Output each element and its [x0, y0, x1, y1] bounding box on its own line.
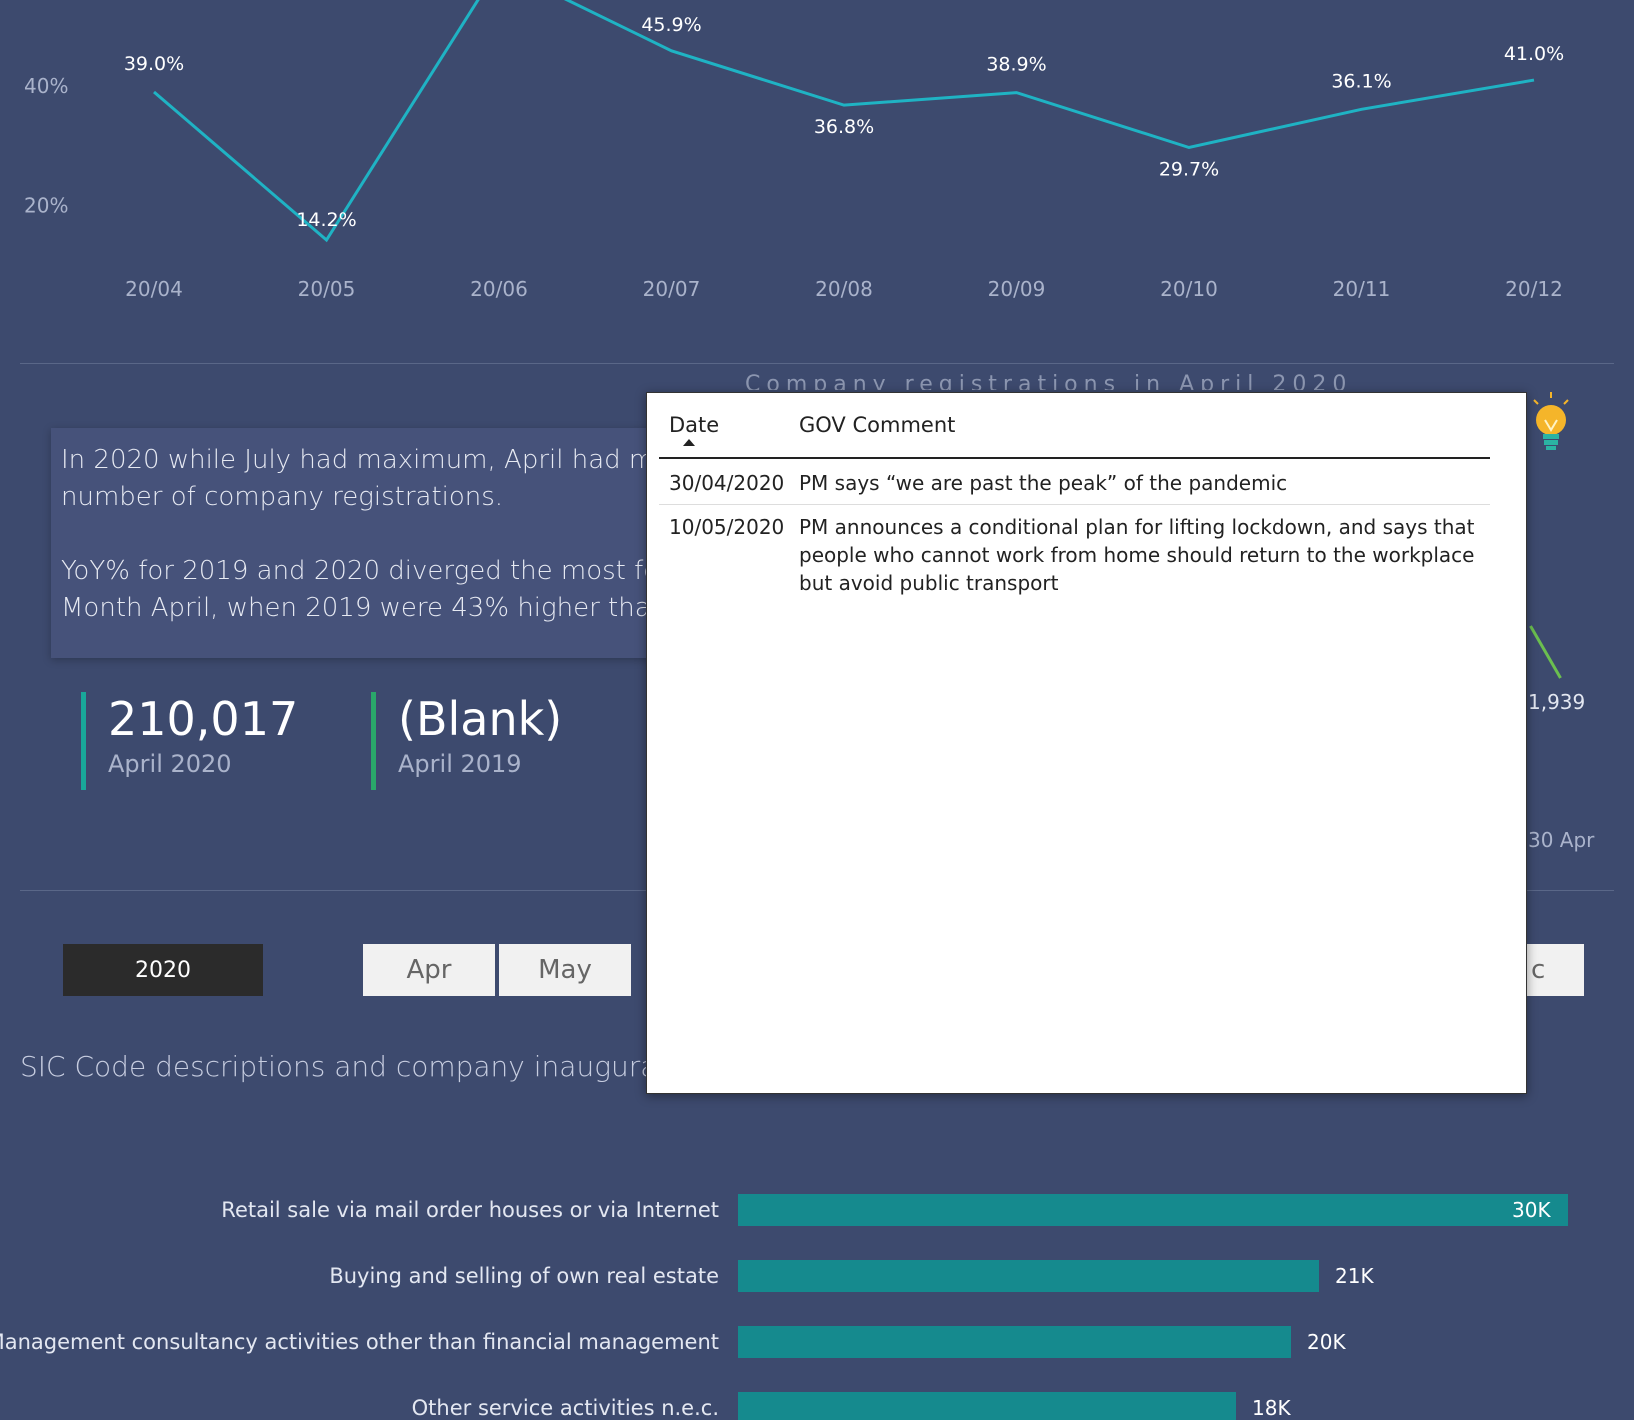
month-slicer-apr[interactable]: Apr	[363, 944, 495, 996]
bar-data-label: 20K	[1307, 1330, 1346, 1354]
bar[interactable]	[738, 1194, 1568, 1226]
row-date: 10/05/2020	[669, 515, 785, 539]
data-label: 14.2%	[296, 209, 356, 231]
x-tick-label: 20/07	[643, 277, 701, 301]
narrative-line: number of company registrations.	[61, 482, 504, 512]
gov-comment-popup[interactable]: Date GOV Comment 30/04/2020 PM says “we …	[646, 392, 1527, 1094]
hidden-chart-title: Company registrations in April 2020	[745, 372, 1353, 390]
data-label: 41.0%	[1504, 43, 1564, 65]
data-label: 38.9%	[986, 54, 1046, 76]
month-slicer-may[interactable]: May	[499, 944, 631, 996]
month-slicer-partial[interactable]: c	[1527, 944, 1584, 996]
narrative-line: Month April, when 2019 were 43% higher t…	[61, 593, 671, 623]
section-divider	[20, 363, 1614, 364]
narrative-line: In 2020 while July had maximum, April ha…	[61, 445, 671, 475]
kpi-value: (Blank)	[398, 692, 563, 746]
bar[interactable]	[738, 1392, 1236, 1420]
x-tick-label: 20/08	[815, 277, 873, 301]
table-row: 30/04/2020 PM says “we are past the peak…	[659, 461, 1490, 505]
data-label: 29.7%	[1159, 159, 1219, 181]
table-header: Date GOV Comment	[659, 393, 1490, 459]
data-label: 36.8%	[814, 116, 874, 138]
column-header-comment[interactable]: GOV Comment	[799, 413, 956, 437]
bar-category-label: Other service activities n.e.c.	[411, 1396, 719, 1420]
kpi-card-2019: (Blank) April 2019	[371, 692, 562, 790]
partial-line-segment	[1529, 625, 1562, 679]
kpi-card-2020: 210,017 April 2020	[81, 692, 298, 790]
kpi-label: April 2019	[398, 750, 522, 778]
sort-ascending-icon[interactable]	[683, 439, 695, 446]
x-tick-label: 20/11	[1333, 277, 1391, 301]
x-tick-label: 20/09	[988, 277, 1046, 301]
smart-narrative: In 2020 while July had maximum, April ha…	[51, 428, 671, 658]
narrative-line: YoY% for 2019 and 2020 diverged the most…	[61, 556, 670, 586]
bar[interactable]	[738, 1326, 1291, 1358]
y-tick-label: 20%	[24, 193, 68, 217]
x-tick-label: 20/10	[1160, 277, 1218, 301]
bar-category-label: Management consultancy activities other …	[0, 1330, 719, 1354]
column-header-date[interactable]: Date	[669, 413, 720, 437]
year-slicer-2020[interactable]: 2020	[63, 944, 263, 996]
partial-data-label: 1,939	[1528, 690, 1586, 714]
kpi-value: 210,017	[108, 692, 299, 746]
table-row: 10/05/2020 PM announces a conditional pl…	[659, 505, 1490, 605]
bar-data-label: 21K	[1335, 1264, 1374, 1288]
kpi-label: April 2020	[108, 750, 232, 778]
x-tick-label: 20/04	[125, 277, 183, 301]
bar-category-label: Retail sale via mail order houses or via…	[221, 1198, 719, 1222]
partial-axis-label: 30 Apr	[1528, 828, 1595, 852]
row-comment: PM says “we are past the peak” of the pa…	[799, 471, 1288, 495]
section-title: SIC Code descriptions and company inaugu…	[20, 1050, 726, 1083]
bar[interactable]	[738, 1260, 1319, 1292]
yoy-line-chart: 40% 20% 20/04 20/05 20/06 20/07 20/08 20/09 20/1…	[24, 0, 1564, 301]
x-tick-label: 20/12	[1505, 277, 1563, 301]
bar-category-label: Buying and selling of own real estate	[329, 1264, 719, 1288]
row-date: 30/04/2020	[669, 471, 785, 495]
lightbulb-icon[interactable]	[1528, 392, 1574, 456]
row-comment: PM announces a conditional plan for lift…	[799, 515, 1475, 595]
bar-data-label: 30K	[1512, 1198, 1551, 1222]
x-tick-label: 20/05	[298, 277, 356, 301]
series-line	[153, 0, 1535, 243]
bar-data-label: 18K	[1252, 1396, 1291, 1420]
y-tick-label: 40%	[24, 74, 68, 98]
month-slicer-partial-label: c	[1531, 955, 1546, 985]
x-tick-label: 20/06	[470, 277, 528, 301]
data-label: 36.1%	[1331, 70, 1391, 92]
data-label: 39.0%	[124, 53, 184, 75]
data-label: 45.9%	[641, 14, 701, 36]
